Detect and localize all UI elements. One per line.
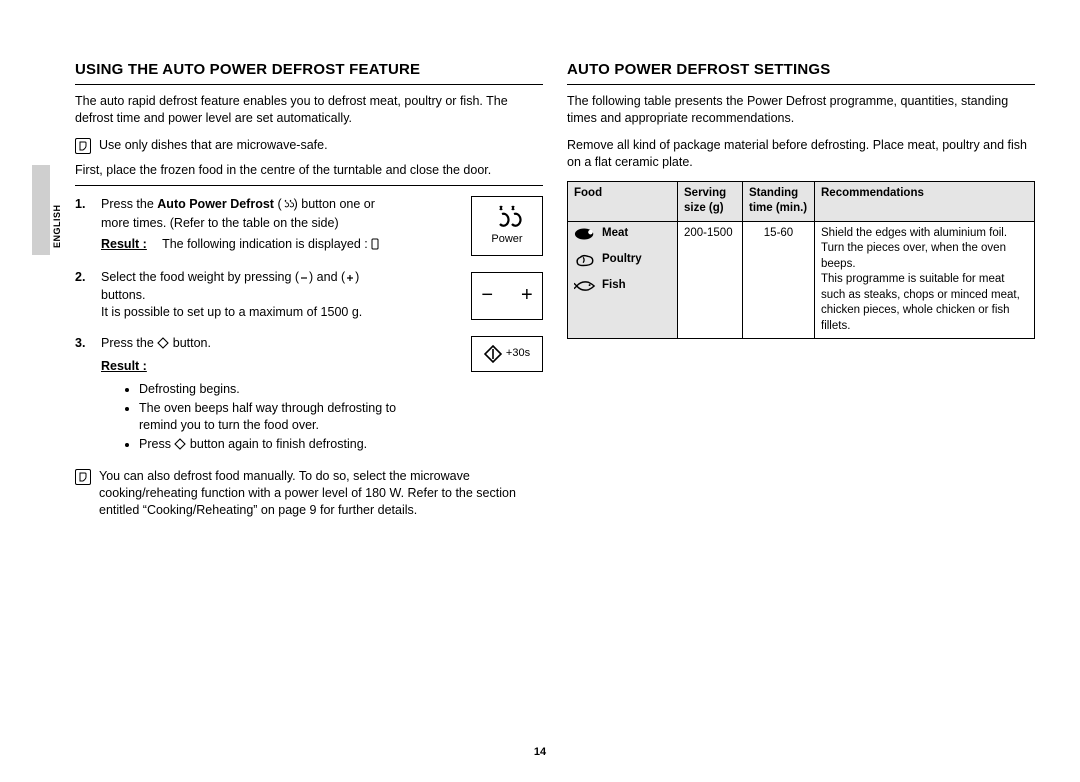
note-icon [75,138,91,154]
plus-30s-label: +30s [506,346,530,361]
step-number: 1. [75,196,93,255]
defrost-settings-table: Food Serving size (g) Standing time (min… [567,181,1035,340]
col-food: Food [568,181,678,221]
right-intro-2: Remove all kind of package material befo… [567,137,1035,171]
result-label: Result : [101,359,147,373]
start-large-icon [484,345,502,363]
defrost-icon [282,198,294,215]
result-bullets: Defrosting begins. The oven beeps half w… [123,381,403,455]
step-2: 2. Select the food weight by pressing ()… [75,269,403,322]
right-heading: AUTO POWER DEFROST SETTINGS [567,60,1035,85]
defrost-large-icon [492,204,522,230]
rec-cell: Shield the edges with aluminium foil. Tu… [815,221,1035,339]
fish-icon [574,278,596,294]
bullet-item: Defrosting begins. [139,381,403,398]
plus-minus-box: − + [471,272,543,320]
start-30s-box: +30s [471,336,543,372]
first-instruction: First, place the frozen food in the cent… [75,162,543,179]
plus-symbol: + [521,282,533,309]
left-column: USING THE AUTO POWER DEFROST FEATURE The… [75,60,543,527]
bullet-item: Press button again to finish defrosting. [139,436,403,455]
col-rec: Recommendations [815,181,1035,221]
step1-text-b: ( [274,197,282,211]
right-intro-1: The following table presents the Power D… [567,93,1035,127]
minus-icon [299,271,309,288]
step1-bold: Auto Power Defrost [157,197,274,211]
display-icon [371,238,379,255]
steps-area: 1. Press the Auto Power Defrost () butto… [75,196,543,455]
rec-line-2: This programme is suitable for meat such… [821,272,1028,334]
power-label: Power [491,232,522,247]
food-fish: Fish [574,278,671,294]
step2-more: It is possible to set up to a maximum of… [101,304,403,321]
step2-text-a: Select the food weight by pressing ( [101,270,299,284]
col-serving: Serving size (g) [678,181,743,221]
step-number: 2. [75,269,93,322]
note-safe-dishes: Use only dishes that are microwave-safe. [75,137,543,154]
step-1: 1. Press the Auto Power Defrost () butto… [75,196,403,255]
page-content: USING THE AUTO POWER DEFROST FEATURE The… [75,60,1035,527]
step-number: 3. [75,335,93,375]
language-side-tab [32,165,50,255]
table-row: Meat Poultry Fish 200-1500 15-60 Shield … [568,221,1035,339]
food-label: Fish [602,278,626,294]
food-label: Poultry [602,252,642,268]
standing-cell: 15-60 [743,221,815,339]
serving-cell: 200-1500 [678,221,743,339]
page-number: 14 [0,746,1080,758]
table-header-row: Food Serving size (g) Standing time (min… [568,181,1035,221]
start-icon [174,438,186,455]
step3-text-a: Press the [101,336,157,350]
divider [75,185,543,186]
bullet-item: The oven beeps half way through defrosti… [139,400,403,434]
poultry-icon [574,252,596,268]
note-text: Use only dishes that are microwave-safe. [99,137,328,154]
step-3: 3. Press the button. Result : [75,335,403,375]
language-side-label: ENGLISH [52,204,62,248]
start-icon [157,337,169,354]
right-column: AUTO POWER DEFROST SETTINGS The followin… [567,60,1035,339]
left-intro: The auto rapid defrost feature enables y… [75,93,543,127]
note-manual-defrost: You can also defrost food manually. To d… [75,468,543,519]
rec-line-1: Shield the edges with aluminium foil. Tu… [821,226,1028,273]
result-label: Result : [101,237,147,251]
step2-text-mid: ) and ( [309,270,345,284]
minus-symbol: − [481,282,493,309]
meat-icon [574,226,596,242]
step1-result-text: The following indication is displayed : [162,237,368,251]
food-meat: Meat [574,226,671,242]
note-icon [75,469,91,485]
note-text: You can also defrost food manually. To d… [99,468,543,519]
col-standing: Standing time (min.) [743,181,815,221]
food-poultry: Poultry [574,252,671,268]
left-heading: USING THE AUTO POWER DEFROST FEATURE [75,60,543,85]
plus-icon [345,271,355,288]
food-label: Meat [602,226,628,242]
step1-text-a: Press the [101,197,157,211]
step3-text-b: button. [169,336,211,350]
food-cell: Meat Poultry Fish [568,221,678,339]
defrost-button-box: Power [471,196,543,256]
